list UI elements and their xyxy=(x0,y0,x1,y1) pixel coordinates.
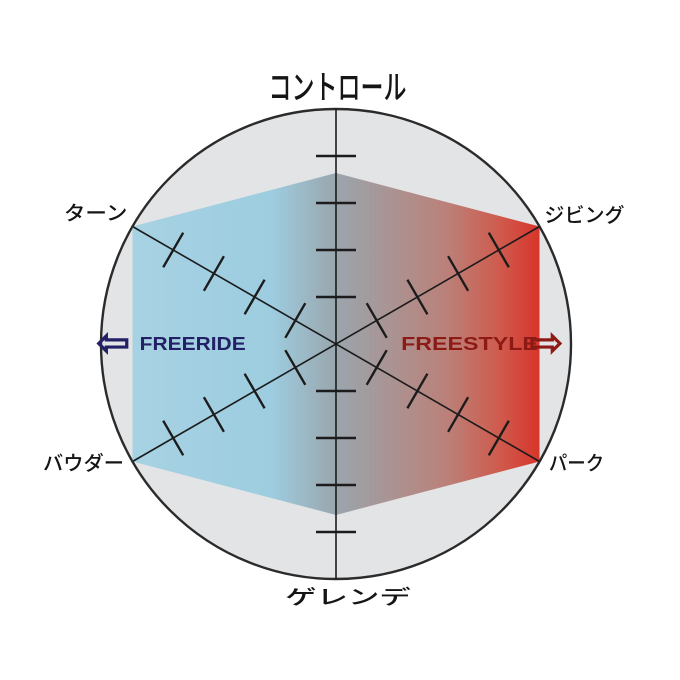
svg-text:ジビング: ジビング xyxy=(544,199,624,228)
svg-text:ターン: ターン xyxy=(64,197,128,226)
svg-text:コントロール: コントロール xyxy=(269,61,407,109)
svg-text:⇦: ⇦ xyxy=(96,321,130,365)
svg-text:パーク: パーク xyxy=(549,447,604,476)
svg-text:ゲレンデ: ゲレンデ xyxy=(285,581,411,610)
svg-text:⇨: ⇨ xyxy=(530,321,564,365)
svg-text:バウダー: バウダー xyxy=(43,447,124,476)
svg-text:FREESTYLE: FREESTYLE xyxy=(401,334,538,354)
svg-text:FREERIDE: FREERIDE xyxy=(140,334,246,354)
